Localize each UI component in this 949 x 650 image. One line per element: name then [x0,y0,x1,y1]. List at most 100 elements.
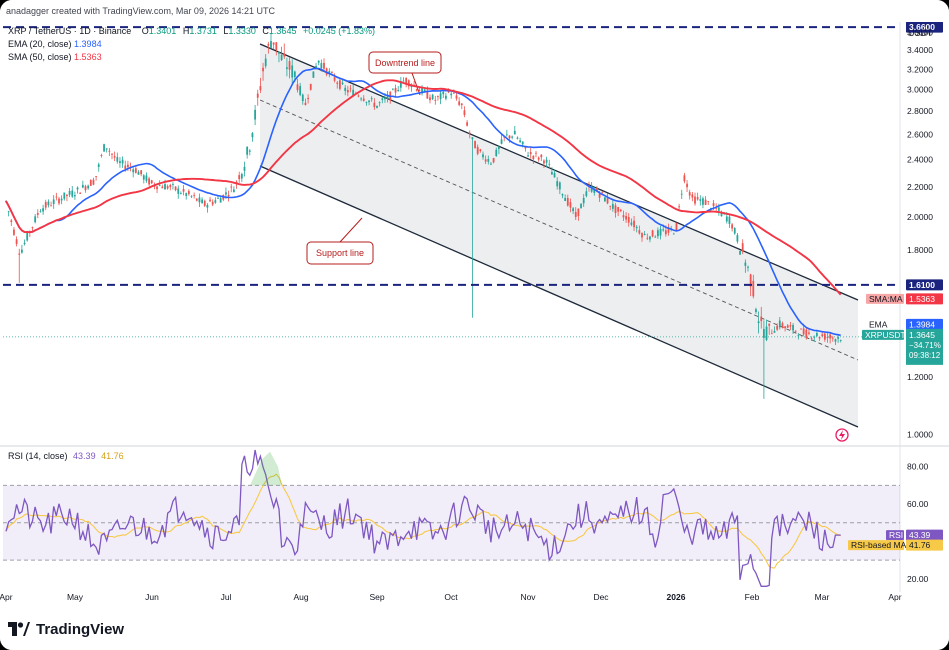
candle-body [349,88,352,90]
candle-body [397,89,400,92]
price-axis-tick: 2.2000 [907,182,933,192]
rsi-axis-tick: 20.00 [907,574,929,584]
candle-body [169,184,172,188]
header-bar [0,0,949,22]
candle-body [240,173,243,179]
candle-body [717,207,720,211]
time-axis-tick: Dec [593,592,609,602]
candle-body [553,173,556,178]
price-axis-tick: 3.2000 [907,64,933,74]
candle-body [331,72,333,73]
candle-body [278,51,280,54]
candle-body [346,89,349,93]
candle-body [142,175,145,180]
time-axis-tick: Jul [221,592,232,602]
candle-body [36,213,39,215]
ema-name-tag: EMA [869,319,888,329]
candle-body [58,198,60,204]
candle-body [699,199,702,201]
candle-body [299,86,302,95]
candle-body [111,153,113,155]
candle-body [691,194,694,198]
candle-body [423,89,426,92]
candle-body [439,93,442,100]
candle-body [561,194,564,196]
candle-body [296,84,299,90]
downtrend-callout-box [368,51,442,74]
candle-body [214,200,217,203]
downtrend-callout-pointer [411,72,421,96]
candle-body [577,208,580,216]
candle-body [370,98,373,100]
rsi-legend[interactable]: RSI (14, close) 43.39 41.76 [8,451,124,461]
candle-body [445,95,447,99]
candle-body [574,211,577,218]
candle-body [479,149,482,152]
candle-body [633,220,635,228]
ema-legend-value: 1.3984 [74,39,102,49]
ema-legend[interactable]: EMA (20, close) 1.3984 [8,39,102,49]
price-axis-tick: 1.2000 [907,372,933,382]
candle-body [585,191,588,197]
candle-body [834,339,837,342]
candle-body [540,154,543,158]
candle-body [529,152,532,155]
candle-body [44,201,47,208]
candle-body [357,95,360,97]
candle-body [694,196,696,204]
candle-body [434,99,437,101]
candle-body [802,328,805,335]
candle-body [450,93,453,96]
level-top-tag: 3.6600 [909,22,935,32]
candle-body [320,63,323,68]
candle-body [7,211,10,213]
time-axis-tick: Apr [888,592,901,602]
candle-body [272,42,275,45]
candle-body [47,201,50,206]
candle-body [399,81,402,88]
last-price-value: 1.3645 [909,330,935,340]
open-label: O [141,26,149,36]
last-price-box [906,328,943,365]
sma-legend-label: SMA (50, close) [8,52,72,62]
candle-body [243,166,246,171]
candle-body [614,205,617,214]
rsi-axis-tick: 80.00 [907,462,929,472]
channel-fill [260,44,858,427]
candle-body [368,100,370,103]
candle-body [662,229,665,231]
candle-body [452,92,455,94]
candle-body [598,193,601,198]
candle-body [293,71,296,78]
candle-body [484,159,487,162]
candle-body [839,340,842,341]
candle-body [569,202,572,208]
candle-body [590,185,593,192]
candle-body [365,101,368,103]
sma-50-line [5,79,842,296]
candle-body [680,193,683,195]
candle-body [124,165,127,169]
candle-body [495,149,498,157]
rsi-legend-value: 43.39 [73,451,96,461]
candle-body [810,338,813,340]
candle-body [487,159,490,162]
candle-body [646,237,649,239]
symbol-line[interactable]: XRP / TetherUS · 1D · Binance [8,26,132,36]
candle-body [760,316,763,322]
rsi-ma-name-tag-bg [848,540,904,551]
candle-body [262,67,264,72]
candle-body [301,94,304,102]
candle-body [185,193,188,196]
candle-body [601,191,604,193]
candle-body [545,159,548,163]
symbol-tag-bg [862,329,904,340]
sma-legend[interactable]: SMA (50, close) 1.5363 [8,52,102,62]
candle-body [792,325,794,331]
candle-body [527,155,529,157]
candle-body [744,262,747,266]
candle-body [659,228,662,236]
rsi-legend-label: RSI (14, close) [8,451,68,461]
candle-body [431,94,434,100]
